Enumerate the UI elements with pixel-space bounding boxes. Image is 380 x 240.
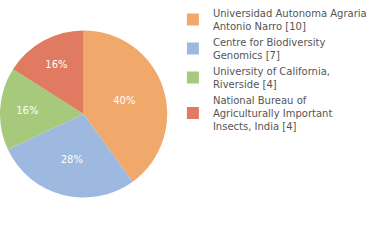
svg-text:40%: 40%	[113, 95, 135, 106]
svg-text:16%: 16%	[45, 59, 67, 70]
svg-text:28%: 28%	[61, 154, 83, 165]
svg-text:16%: 16%	[16, 105, 38, 116]
svg-text:University of California,River: University of California,Riverside [4]	[213, 66, 330, 90]
svg-text:National Bureau ofAgricultural: National Bureau ofAgriculturally Importa…	[213, 95, 332, 132]
svg-text:Centre for BiodiversityGenomic: Centre for BiodiversityGenomics [7]	[213, 37, 326, 61]
svg-text:Universidad Autonoma AgrariaAn: Universidad Autonoma AgrariaAntonio Narr…	[213, 8, 367, 32]
